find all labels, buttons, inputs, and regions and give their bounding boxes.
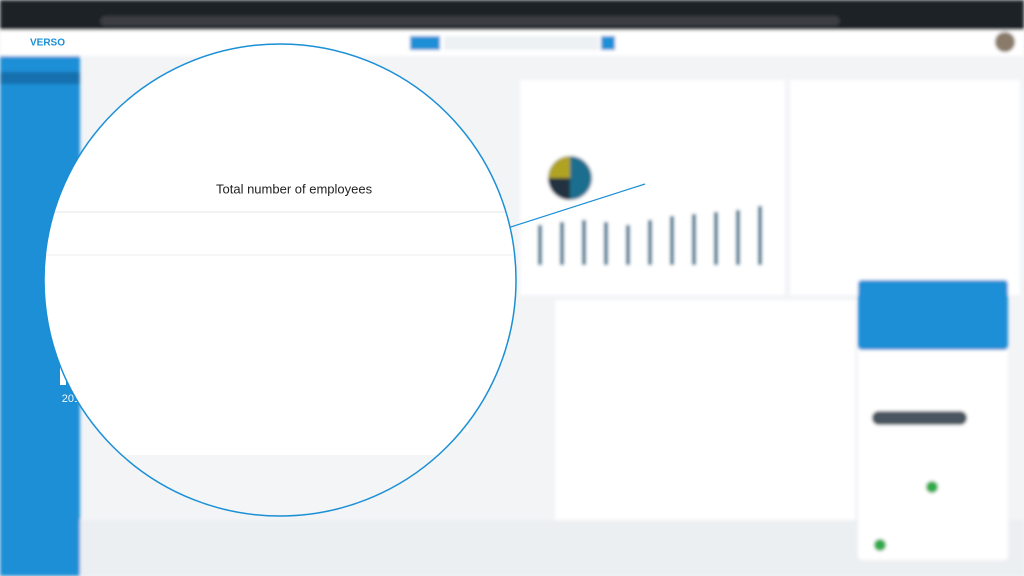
panel: [555, 300, 855, 520]
sidebar-active[interactable]: [0, 72, 80, 84]
search-box[interactable]: [444, 36, 599, 50]
magnifier: Total number of employees: [44, 44, 516, 516]
status-icon: [874, 539, 886, 551]
magnifier-ring: [43, 43, 517, 517]
avatar[interactable]: [995, 32, 1015, 52]
panel: [790, 80, 1020, 295]
search-button[interactable]: [601, 36, 615, 50]
mini-chart: [538, 156, 762, 265]
magnifier-bg: [44, 44, 516, 516]
status-icon: [926, 481, 938, 493]
chart-title: Total number of employees: [216, 181, 373, 196]
menu-button[interactable]: [410, 36, 440, 50]
panel-gap: [44, 455, 516, 516]
app-logo: VERSO: [30, 38, 65, 49]
chat-button[interactable]: [872, 411, 967, 425]
chat-header: [858, 280, 1008, 350]
address-bar[interactable]: [100, 16, 840, 26]
